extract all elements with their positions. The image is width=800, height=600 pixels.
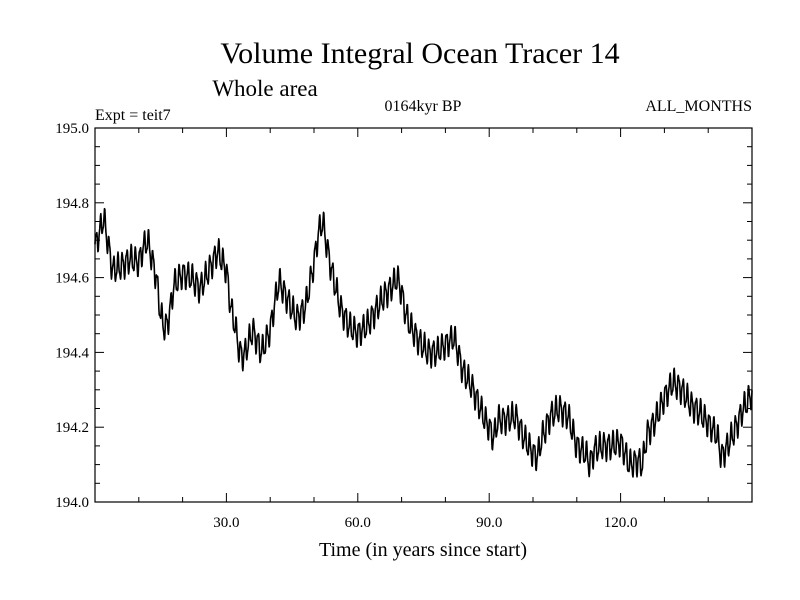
period-label: 0164kyr BP [385, 98, 462, 115]
x-tick-label: 90.0 [476, 515, 502, 531]
x-tick-label: 30.0 [213, 515, 239, 531]
x-tick-label: 60.0 [345, 515, 371, 531]
x-axis-label: Time (in years since start) [319, 539, 527, 561]
series-line [94, 207, 753, 478]
plot-frame [94, 127, 753, 503]
x-tick-label: 120.0 [604, 515, 638, 531]
y-tick-label: 194.8 [55, 196, 89, 212]
experiment-label: Expt = teit7 [95, 107, 171, 124]
chart-title: Volume Integral Ocean Tracer 14 [220, 37, 619, 70]
series-group [94, 207, 753, 478]
y-tick-label: 194.2 [55, 420, 89, 436]
y-tick-label: 195.0 [55, 121, 89, 137]
y-tick-label: 194.4 [55, 345, 89, 361]
chart-subtitle: Whole area [212, 76, 317, 101]
y-tick-label: 194.6 [55, 271, 89, 287]
axes: 30.0 60.0 90.0 120.0 194.0 194.2 194.4 194.6 194… [55, 121, 752, 531]
months-label: ALL_MONTHS [645, 98, 752, 115]
y-tick-label: 194.0 [55, 495, 89, 511]
